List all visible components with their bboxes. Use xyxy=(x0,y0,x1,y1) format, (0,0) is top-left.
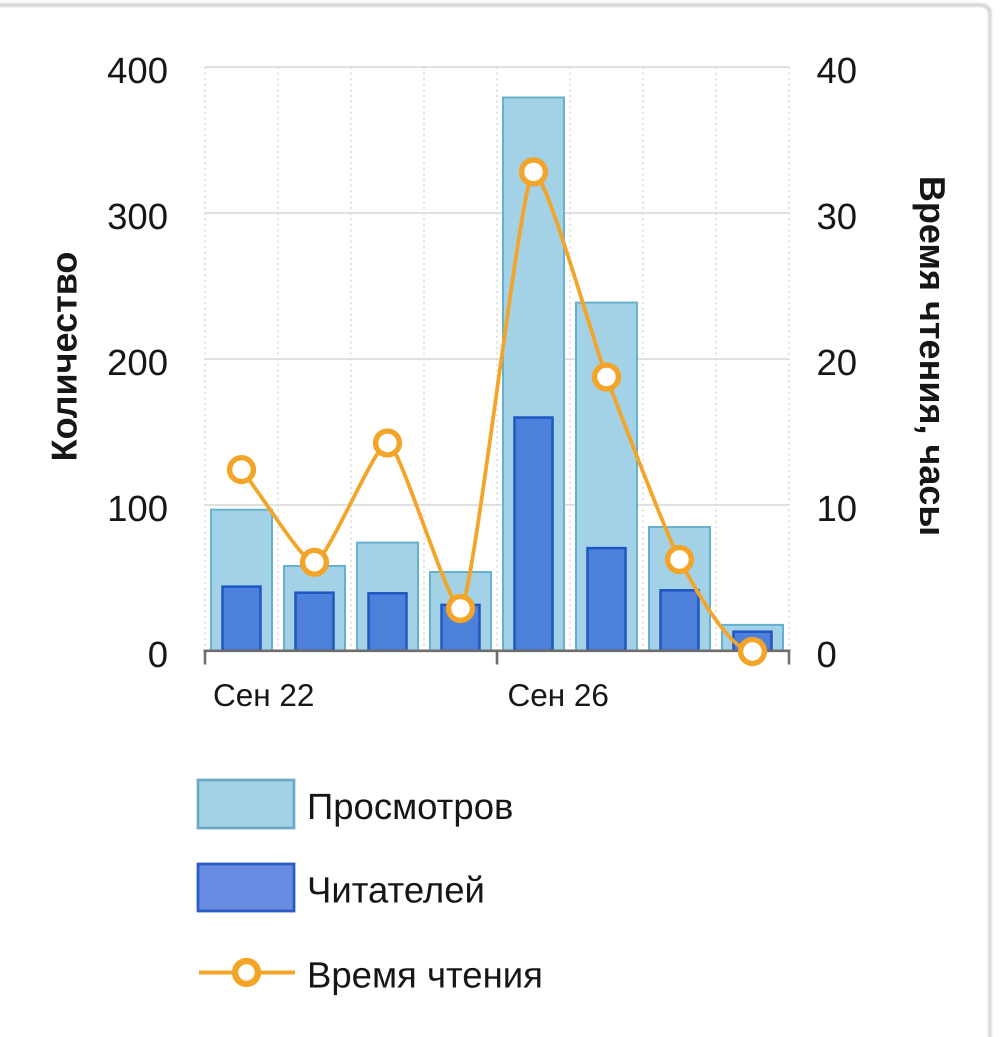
svg-text:Время чтения: Время чтения xyxy=(307,955,543,996)
svg-text:Читателей: Читателей xyxy=(307,870,485,911)
svg-text:Сен 22: Сен 22 xyxy=(213,677,314,713)
svg-text:0: 0 xyxy=(817,634,837,675)
svg-text:Просмотров: Просмотров xyxy=(307,786,513,827)
svg-text:Количество: Количество xyxy=(44,252,85,462)
svg-text:40: 40 xyxy=(817,50,858,91)
svg-text:100: 100 xyxy=(107,488,168,529)
svg-text:10: 10 xyxy=(817,488,858,529)
svg-text:200: 200 xyxy=(107,342,168,383)
svg-text:Время чтения, часы: Время чтения, часы xyxy=(912,176,953,536)
svg-text:400: 400 xyxy=(107,50,168,91)
svg-text:20: 20 xyxy=(817,342,858,383)
svg-text:300: 300 xyxy=(107,196,168,237)
svg-text:Сен 26: Сен 26 xyxy=(507,677,608,713)
svg-text:30: 30 xyxy=(817,196,858,237)
svg-text:0: 0 xyxy=(148,634,168,675)
